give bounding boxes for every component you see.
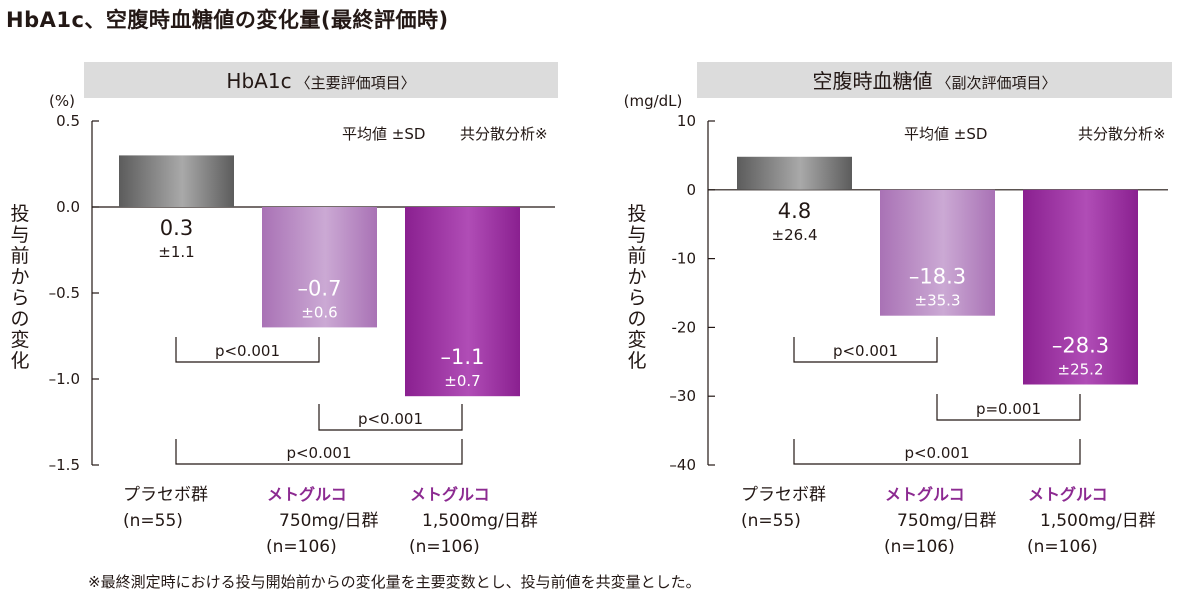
category-label: (n=106): [1027, 537, 1098, 557]
bar-sd-label: ±0.6: [301, 303, 337, 321]
panel-title-sub: 〈主要評価項目〉: [296, 74, 416, 92]
y-axis-title-char: か: [627, 266, 646, 288]
significance-bracket: [175, 337, 320, 363]
y-axis-title-char: 前: [10, 245, 29, 267]
panel-header: [697, 62, 1172, 98]
y-axis-title-char: 与: [627, 224, 646, 246]
category-label: 750mg/日群: [279, 511, 379, 531]
category-label: プラセボ群: [741, 485, 826, 505]
panel-title: 空腹時血糖値 〈副次評価項目〉: [812, 69, 1056, 93]
stat-note: 平均値 ±SD: [904, 125, 987, 143]
y-axis-title-char: 化: [627, 350, 646, 372]
bar-2: [262, 207, 377, 328]
footnote: ※最終測定時における投与開始前からの変化量を主要変数とし、投与前値を共変量とした…: [88, 573, 701, 591]
chart-panel-2: 空腹時血糖値 〈副次評価項目〉 (mg/dL) 投与前からの変化 10 0 -10 -20 –3…: [624, 62, 1172, 557]
y-tick-label: –40: [669, 456, 696, 474]
y-axis-title-char: の: [627, 308, 646, 330]
category-label: (n=106): [884, 537, 955, 557]
chart-panel-1: HbA1c 〈主要評価項目〉 (%) 投与前からの変化 0.5 0.0 –0.5 –1.0 –1…: [10, 62, 558, 557]
bar-1: [737, 156, 852, 190]
method-note: 共分散分析※: [1078, 125, 1166, 143]
y-axis-title-char: 化: [10, 350, 29, 372]
p-value-label: p<0.001: [904, 444, 969, 462]
bar-sd-label: ±25.2: [1058, 361, 1104, 379]
y-axis-title: 投与前からの変化: [627, 203, 646, 372]
y-axis-title-char: の: [10, 308, 29, 330]
significance-bracket: [318, 404, 463, 431]
bar-value-label: –28.3: [1052, 334, 1109, 358]
y-tick-label: 0: [686, 181, 696, 199]
bar-value-label: 4.8: [778, 199, 811, 223]
y-tick-label: –30: [669, 387, 696, 405]
bar-3: [405, 207, 520, 397]
p-value-label: p<0.001: [358, 410, 423, 428]
category-brand-label: メトグルコ: [885, 485, 965, 504]
category-label: 1,500mg/日群: [422, 511, 538, 531]
significance-bracket: [936, 394, 1081, 421]
y-axis-title-char: 投: [627, 203, 646, 225]
bar-value-label: 0.3: [160, 216, 193, 240]
panel-title-sub: 〈副次評価項目〉: [936, 74, 1056, 92]
bar-value-label: –1.1: [441, 345, 485, 369]
method-note: 共分散分析※: [460, 125, 548, 143]
category-label: (n=106): [409, 537, 480, 557]
p-value-label: p<0.001: [215, 342, 280, 360]
y-tick-label: –0.5: [49, 284, 80, 302]
y-tick-label: –1.0: [49, 370, 80, 388]
y-axis-title-char: か: [10, 266, 29, 288]
category-brand-label: メトグルコ: [267, 485, 347, 504]
y-tick-label: 0.0: [56, 198, 80, 216]
significance-bracket: [175, 439, 463, 465]
bar-3: [1023, 189, 1138, 385]
axis-unit: (%): [49, 92, 75, 110]
bar-sd-label: ±0.7: [444, 372, 480, 390]
y-axis-title-char: 変: [627, 329, 646, 351]
y-axis-title-char: 変: [10, 329, 29, 351]
y-tick-label: -20: [672, 318, 697, 336]
panel-title-main: HbA1c: [226, 69, 291, 93]
bar-sd-label: ±26.4: [772, 226, 818, 244]
stat-note: 平均値 ±SD: [342, 125, 425, 143]
bar-value-label: –0.7: [298, 276, 342, 300]
y-tick-label: -10: [672, 250, 697, 268]
y-axis-title-char: ら: [10, 287, 29, 309]
y-axis-title-char: 前: [627, 245, 646, 267]
significance-bracket: [793, 439, 1081, 465]
y-tick-label: 10: [677, 112, 696, 130]
category-label: (n=55): [123, 511, 183, 531]
bar-2: [880, 189, 995, 316]
y-tick-label: 0.5: [56, 112, 80, 130]
category-brand-label: メトグルコ: [410, 485, 490, 504]
p-value-label: p<0.001: [833, 342, 898, 360]
panel-title-main: 空腹時血糖値: [812, 69, 932, 93]
category-label: 750mg/日群: [897, 511, 997, 531]
bar-sd-label: ±35.3: [915, 292, 961, 310]
bar-sd-label: ±1.1: [158, 243, 194, 261]
y-axis-title-char: ら: [627, 287, 646, 309]
category-label: (n=106): [266, 537, 337, 557]
category-label: プラセボ群: [123, 485, 208, 505]
category-brand-label: メトグルコ: [1028, 485, 1108, 504]
page-title: HbA1c、空腹時血糖値の変化量(最終評価時): [6, 8, 449, 32]
significance-bracket: [793, 337, 938, 363]
category-label: 1,500mg/日群: [1040, 511, 1156, 531]
category-label: (n=55): [741, 511, 801, 531]
y-axis-title-char: 投: [10, 203, 29, 225]
p-value-label: p<0.001: [286, 444, 351, 462]
y-axis-title: 投与前からの変化: [10, 203, 29, 372]
bar-1: [119, 155, 234, 207]
panel-title: HbA1c 〈主要評価項目〉: [226, 69, 415, 93]
axis-unit: (mg/dL): [624, 92, 683, 110]
p-value-label: p=0.001: [976, 400, 1041, 418]
y-tick-label: –1.5: [49, 456, 80, 474]
bar-value-label: –18.3: [909, 265, 966, 289]
y-axis-title-char: 与: [10, 224, 29, 246]
panel-header: [84, 62, 558, 98]
